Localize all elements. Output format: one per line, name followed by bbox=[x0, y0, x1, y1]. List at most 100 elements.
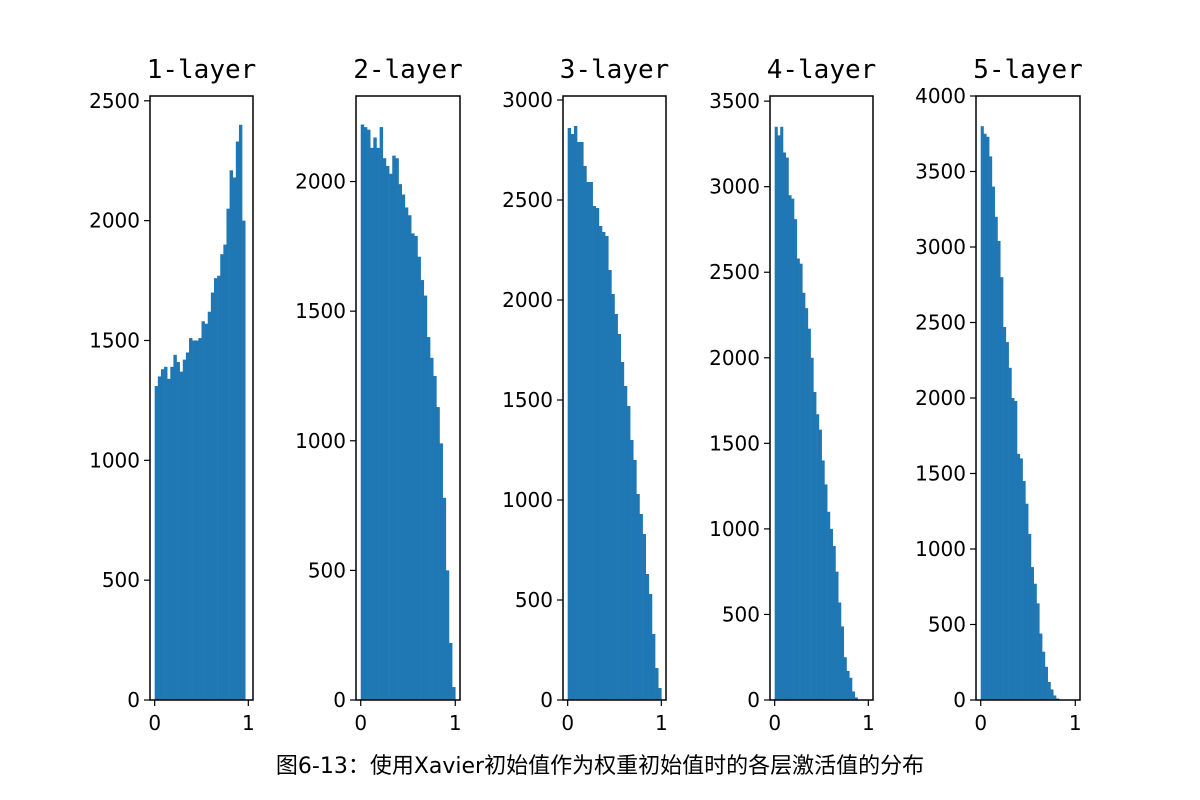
bar bbox=[791, 198, 795, 700]
bar bbox=[849, 677, 853, 700]
bar bbox=[420, 280, 425, 700]
bar bbox=[636, 494, 640, 700]
bar bbox=[226, 208, 230, 700]
bar bbox=[580, 142, 584, 700]
x-tick-label: 1 bbox=[449, 711, 462, 735]
panel-title: 1-layer bbox=[147, 55, 257, 85]
bar bbox=[170, 366, 174, 700]
panel-1: 1-layer 0 500 1000 1500 2000 2500 0 1 bbox=[89, 55, 256, 735]
bar bbox=[854, 697, 858, 700]
figure-caption: 图6-13：使用Xavier初始值作为权重初始值时的各层激活值的分布 bbox=[275, 754, 925, 779]
bar bbox=[448, 642, 453, 700]
bar bbox=[1000, 277, 1004, 700]
bar bbox=[777, 135, 781, 701]
bar bbox=[220, 254, 224, 700]
bar bbox=[185, 352, 190, 700]
y-tick-label: 2500 bbox=[915, 311, 966, 335]
bar bbox=[426, 337, 431, 700]
bar bbox=[611, 294, 615, 700]
bar bbox=[846, 670, 850, 700]
bar bbox=[1044, 666, 1048, 700]
bar bbox=[774, 126, 778, 701]
bar bbox=[242, 220, 246, 700]
y-tick-label: 2000 bbox=[502, 288, 553, 312]
bar bbox=[385, 165, 390, 701]
bar bbox=[796, 258, 800, 700]
bar bbox=[980, 126, 984, 700]
x-tick-label: 0 bbox=[148, 711, 161, 735]
y-tick-label: 3000 bbox=[915, 235, 966, 259]
y-tick-label: 500 bbox=[102, 568, 140, 592]
bar bbox=[442, 497, 447, 700]
bar bbox=[605, 236, 609, 700]
bars bbox=[980, 126, 1060, 701]
y-tick-label: 2000 bbox=[709, 346, 760, 370]
bar bbox=[238, 124, 243, 700]
bar bbox=[229, 170, 234, 701]
bar bbox=[626, 406, 631, 700]
bar bbox=[648, 594, 653, 700]
bar bbox=[589, 182, 593, 700]
bar bbox=[164, 366, 168, 700]
bar bbox=[204, 323, 209, 700]
bar bbox=[401, 194, 406, 700]
bar bbox=[794, 219, 798, 700]
panel-title: 5-layer bbox=[973, 55, 1083, 85]
bar bbox=[592, 206, 597, 700]
bar bbox=[367, 129, 371, 700]
axes-frame bbox=[769, 95, 874, 701]
bar bbox=[1019, 458, 1023, 700]
bar bbox=[802, 292, 806, 700]
bar bbox=[807, 328, 811, 700]
bar bbox=[642, 534, 647, 700]
y-tick-label: 0 bbox=[953, 688, 966, 712]
bar bbox=[567, 128, 572, 700]
panel-3: 3-layer 0 500 1000 1500 2000 2500 3000 0 1 bbox=[502, 55, 669, 735]
bar bbox=[788, 195, 792, 701]
bar bbox=[577, 142, 581, 700]
y-tick-label: 2500 bbox=[89, 89, 140, 113]
bar bbox=[195, 340, 199, 700]
bar bbox=[1014, 401, 1018, 700]
bar bbox=[843, 657, 847, 700]
bar bbox=[785, 157, 789, 701]
bar bbox=[417, 256, 421, 700]
bar bbox=[614, 314, 618, 700]
bar bbox=[658, 688, 662, 700]
panel-title: 4-layer bbox=[767, 55, 877, 85]
bar bbox=[192, 340, 196, 700]
bar bbox=[1053, 695, 1057, 700]
panel-4: 4-layer 0 500 1000 1500 2000 2500 3000 3500 0 1 bbox=[709, 55, 876, 735]
bar bbox=[983, 133, 987, 700]
y-tick-label: 1500 bbox=[502, 388, 553, 412]
y-tick-label: 1500 bbox=[89, 328, 140, 352]
bar bbox=[620, 362, 625, 700]
y-tick-label: 2000 bbox=[915, 386, 966, 410]
bar bbox=[780, 126, 784, 701]
bar bbox=[799, 263, 803, 700]
x-tick-label: 0 bbox=[561, 711, 574, 735]
bar bbox=[824, 484, 828, 700]
bar bbox=[198, 338, 202, 700]
panel-2: 2-layer 0 500 1000 1500 2000 0 1 bbox=[295, 55, 463, 735]
bar bbox=[838, 602, 842, 700]
bar bbox=[210, 292, 215, 700]
bar bbox=[573, 126, 578, 700]
y-tick-label: 2500 bbox=[502, 188, 553, 212]
panel-5: 5-layer 0 500 1000 1500 2000 2500 3000 3500 4000 0… bbox=[915, 55, 1083, 735]
bar bbox=[452, 687, 456, 700]
y-tick-label: 1500 bbox=[915, 462, 966, 486]
bar bbox=[989, 156, 993, 700]
bar bbox=[1008, 367, 1012, 700]
bar bbox=[810, 357, 814, 700]
bar bbox=[816, 414, 820, 700]
bar bbox=[160, 369, 165, 700]
panel-title: 3-layer bbox=[560, 55, 670, 85]
bar bbox=[645, 574, 650, 700]
bar bbox=[363, 127, 368, 701]
bar bbox=[586, 182, 590, 700]
y-tick-label: 1500 bbox=[709, 431, 760, 455]
bar bbox=[1056, 698, 1060, 700]
y-tick-label: 500 bbox=[722, 602, 760, 626]
